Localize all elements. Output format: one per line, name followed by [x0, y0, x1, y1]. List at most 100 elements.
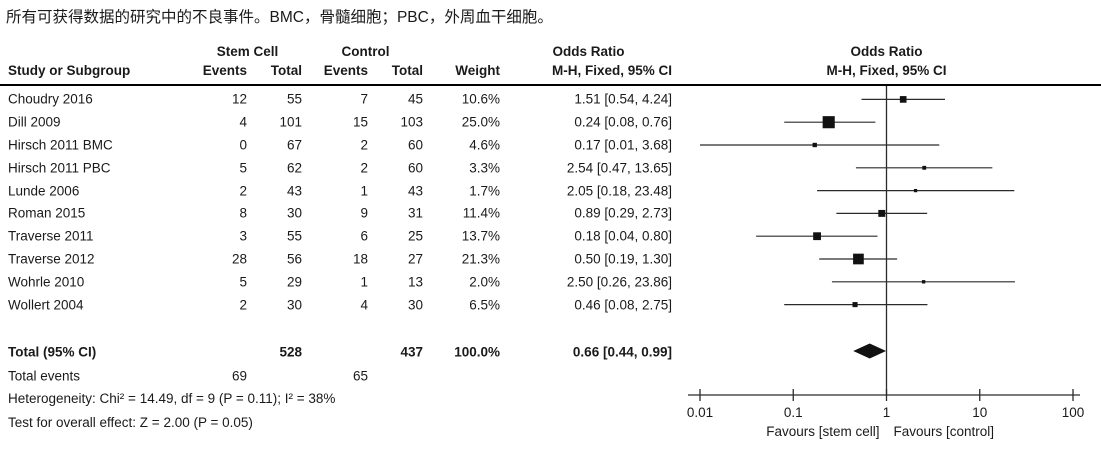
stem-events-value: 28: [231, 251, 247, 267]
weight-value: 25.0%: [461, 114, 500, 130]
control-total-value: 25: [407, 228, 423, 244]
odds-ratio-ci-value: 2.54 [0.47, 13.65]: [566, 160, 672, 176]
study-row: Choudry 2016 12 55 7 45 10.6% 1.51 [0.54…: [0, 88, 1101, 111]
overall-effect-stat: Test for overall effect: Z = 2.00 (P = 0…: [8, 415, 253, 430]
stem-events-value: 12: [231, 91, 247, 107]
control-total-value: 31: [407, 205, 423, 221]
control-events-value: 2: [360, 137, 368, 153]
stem-total-value: 56: [286, 251, 302, 267]
favours-left-label: Favours [stem cell]: [766, 424, 879, 439]
weight-value: 10.6%: [461, 91, 500, 107]
control-total-value: 60: [407, 137, 423, 153]
study-name: Roman 2015: [8, 205, 86, 221]
x-axis-tick-label: 1: [883, 405, 891, 420]
odds-ratio-ci-value: 0.17 [0.01, 3.68]: [574, 137, 672, 153]
total-events-label: Total events: [8, 368, 81, 383]
control-total-value: 60: [407, 160, 423, 176]
weight-value: 1.7%: [469, 183, 500, 199]
figure-caption: 所有可获得数据的研究中的不良事件。BMC，骨髓细胞；PBC，外周血干细胞。: [6, 9, 553, 26]
odds-ratio-ci-value: 0.89 [0.29, 2.73]: [574, 205, 672, 221]
stem-events-value: 3: [239, 228, 247, 244]
study-row: Hirsch 2011 PBC 5 62 2 60 3.3% 2.54 [0.4…: [0, 156, 1101, 179]
stem-events-value: 4: [239, 114, 247, 130]
odds-ratio-ci-value: 0.46 [0.08, 2.75]: [574, 297, 672, 313]
header-method-text-col: M-H, Fixed, 95% CI: [551, 63, 672, 78]
control-events-value: 1: [360, 183, 368, 199]
control-events-value: 2: [360, 160, 368, 176]
weight-value: 6.5%: [469, 297, 500, 313]
total-odds-ratio-ci: 0.66 [0.44, 0.99]: [572, 344, 672, 359]
odds-ratio-ci-value: 1.51 [0.54, 4.24]: [574, 91, 672, 107]
stem-events-value: 8: [239, 205, 247, 221]
study-name: Hirsch 2011 PBC: [8, 160, 111, 176]
stem-total-value: 55: [286, 91, 302, 107]
odds-ratio-ci-value: 2.50 [0.26, 23.86]: [566, 274, 672, 290]
study-row: Lunde 2006 2 43 1 43 1.7% 2.05 [0.18, 23…: [0, 179, 1101, 202]
total-events-stem: 69: [231, 368, 247, 383]
study-name: Wohrle 2010: [8, 274, 85, 290]
control-events-value: 4: [360, 297, 368, 313]
control-total-value: 103: [400, 114, 423, 130]
odds-ratio-ci-value: 0.50 [0.19, 1.30]: [574, 251, 672, 267]
total-row: Total (95% CI) 528 437 100.0% 0.66 [0.44…: [0, 340, 1101, 363]
control-total-value: 27: [407, 251, 423, 267]
header-study-or-subgroup: Study or Subgroup: [8, 63, 131, 78]
control-total-value: 13: [407, 274, 423, 290]
stem-total-value: 62: [286, 160, 302, 176]
control-events-value: 9: [360, 205, 368, 221]
study-name: Dill 2009: [8, 114, 61, 130]
total-stem-total: 528: [279, 344, 302, 359]
x-axis-tick-label: 0.1: [784, 405, 803, 420]
control-total-value: 45: [407, 91, 423, 107]
study-row: Wohrle 2010 5 29 1 13 2.0% 2.50 [0.26, 2…: [0, 270, 1101, 293]
stem-total-value: 55: [286, 228, 302, 244]
weight-value: 21.3%: [461, 251, 500, 267]
total-events-control: 65: [352, 368, 368, 383]
header-weight: Weight: [455, 63, 500, 78]
control-total-value: 43: [407, 183, 423, 199]
study-row: Traverse 2012 28 56 18 27 21.3% 0.50 [0.…: [0, 248, 1101, 271]
control-events-value: 1: [360, 274, 368, 290]
control-events-value: 6: [360, 228, 368, 244]
heterogeneity-stat: Heterogeneity: Chi² = 14.49, df = 9 (P =…: [8, 391, 336, 406]
stem-total-value: 67: [286, 137, 302, 153]
header-control-events: Events: [323, 63, 368, 78]
study-row: Roman 2015 8 30 9 31 11.4% 0.89 [0.29, 2…: [0, 202, 1101, 225]
control-events-value: 18: [352, 251, 368, 267]
stem-total-value: 101: [279, 114, 302, 130]
header-stem-events: Events: [202, 63, 247, 78]
study-rows: Choudry 2016 12 55 7 45 10.6% 1.51 [0.54…: [0, 88, 1101, 316]
study-name: Wollert 2004: [8, 297, 84, 313]
header-control-total: Total: [391, 63, 423, 78]
stem-events-value: 0: [239, 137, 247, 153]
header-group-control: Control: [341, 44, 390, 59]
study-row: Wollert 2004 2 30 4 30 6.5% 0.46 [0.08, …: [0, 293, 1101, 316]
weight-value: 4.6%: [469, 137, 500, 153]
header-divider: [0, 84, 1101, 86]
study-name: Hirsch 2011 BMC: [8, 137, 113, 153]
study-name: Traverse 2012: [8, 251, 95, 267]
x-axis-tick-label: 10: [972, 405, 987, 420]
control-total-value: 30: [407, 297, 423, 313]
study-row: Hirsch 2011 BMC 0 67 2 60 4.6% 0.17 [0.0…: [0, 134, 1101, 157]
weight-value: 11.4%: [462, 205, 500, 221]
stem-total-value: 30: [286, 205, 302, 221]
stem-events-value: 2: [239, 183, 247, 199]
control-events-value: 15: [352, 114, 368, 130]
weight-value: 3.3%: [469, 160, 500, 176]
stem-events-value: 5: [239, 160, 247, 176]
stem-total-value: 43: [286, 183, 302, 199]
control-events-value: 7: [360, 91, 368, 107]
header-group-stem-cell: Stem Cell: [216, 44, 279, 59]
study-name: Lunde 2006: [8, 183, 80, 199]
study-row: Traverse 2011 3 55 6 25 13.7% 0.18 [0.04…: [0, 225, 1101, 248]
odds-ratio-ci-value: 2.05 [0.18, 23.48]: [566, 183, 672, 199]
odds-ratio-ci-value: 0.24 [0.08, 0.76]: [574, 114, 672, 130]
x-axis-tick-label: 100: [1062, 405, 1085, 420]
odds-ratio-ci-value: 0.18 [0.04, 0.80]: [574, 228, 672, 244]
weight-value: 13.7%: [461, 228, 500, 244]
total-weight: 100.0%: [454, 344, 500, 359]
weight-value: 2.0%: [469, 274, 500, 290]
x-axis-tick-label: 0.01: [687, 405, 713, 420]
stem-total-value: 29: [286, 274, 302, 290]
